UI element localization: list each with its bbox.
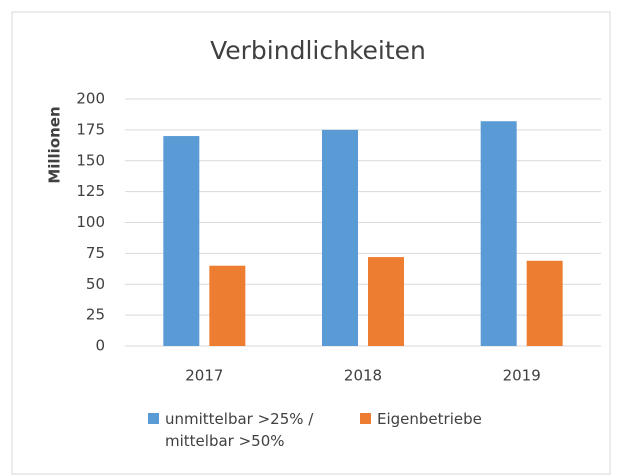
y-tick-label: 175	[76, 120, 105, 138]
x-tick-label: 2017	[185, 367, 223, 385]
legend-label: unmittelbar >25% / mittelbar >50%	[165, 410, 314, 450]
chart-title: Verbindlichkeiten	[210, 36, 426, 65]
bar	[163, 136, 200, 346]
legend-swatch	[360, 413, 371, 424]
y-tick-label: 125	[76, 182, 105, 200]
bar	[322, 129, 358, 346]
y-axis-label: Millionen	[46, 106, 64, 183]
x-tick-label: 2018	[344, 367, 382, 385]
bar	[480, 121, 517, 346]
y-tick-label: 25	[86, 306, 105, 324]
bar	[368, 257, 404, 346]
y-tick-label: 200	[76, 90, 105, 108]
legend-swatch	[148, 413, 159, 424]
y-tick-label: 150	[76, 151, 105, 169]
y-tick-label: 50	[86, 275, 105, 293]
y-tick-label: 75	[86, 244, 105, 262]
bar	[526, 260, 563, 346]
legend-item: Eigenbetriebe	[360, 408, 560, 430]
y-tick-label: 0	[95, 337, 105, 355]
y-tick-label: 100	[76, 213, 105, 231]
x-tick-label: 2019	[503, 367, 541, 385]
legend-label: Eigenbetriebe	[377, 410, 482, 428]
bar	[209, 265, 246, 346]
legend-item: unmittelbar >25% / mittelbar >50%	[148, 408, 338, 452]
chart-border	[11, 11, 611, 475]
